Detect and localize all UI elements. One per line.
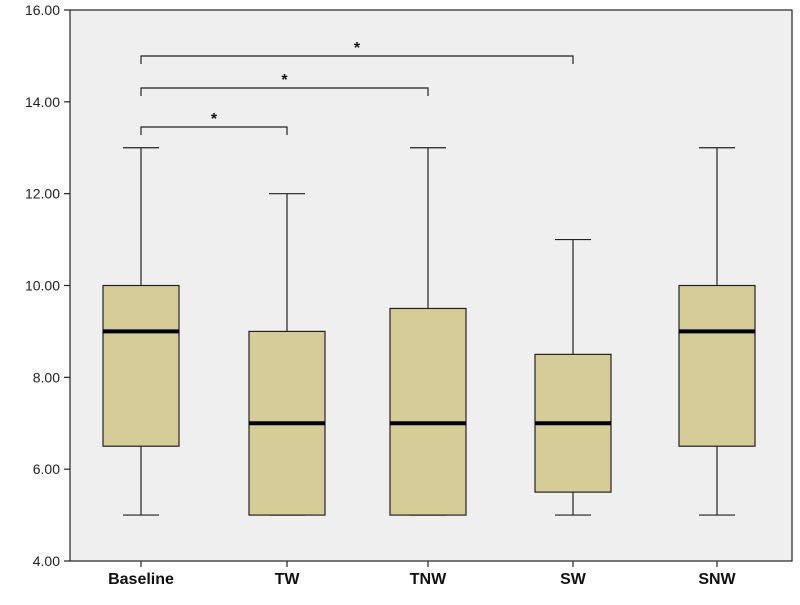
box-tw [248,193,326,516]
bracket-line [140,55,574,64]
y-tick-label: 8.00 [33,369,60,385]
significance-marker: * [354,40,361,57]
y-tick-label: 6.00 [33,461,60,477]
bracket-line [140,126,288,135]
box-tnw [389,147,467,516]
significance-bracket: * [140,40,574,64]
y-tick-label: 10.00 [25,278,60,294]
bracket-line [140,87,429,96]
y-axis: 4.00 6.00 8.00 10.00 12.00 14.00 16.00 [25,2,70,569]
x-category-label: SNW [698,571,736,588]
x-category-label: TNW [410,571,447,588]
significance-bracket: * [140,111,288,135]
interquartile-box [389,307,467,516]
box-sw [534,238,612,516]
box-baseline [102,147,180,516]
significance-brackets: * * * [140,40,574,135]
interquartile-box [678,284,756,447]
x-category-label: TW [275,571,301,588]
y-tick-label: 4.00 [33,553,60,569]
y-tick-label: 16.00 [25,2,60,18]
y-tick-label: 14.00 [25,94,60,110]
significance-marker: * [211,111,218,128]
significance-marker: * [281,72,288,89]
significance-bracket: * [140,72,429,96]
x-category-label: SW [560,571,587,588]
x-category-label: Baseline [108,571,174,588]
box-snw [678,147,756,516]
boxes [102,147,756,516]
x-axis: Baseline TW TNW SW SNW [108,561,737,588]
interquartile-box [102,284,180,447]
y-tick-label: 12.00 [25,186,60,202]
